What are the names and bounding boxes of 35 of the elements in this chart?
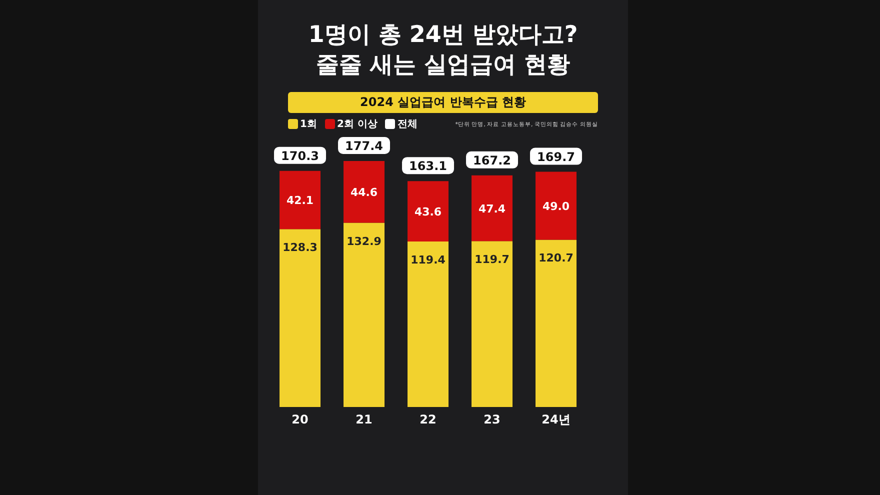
legend-label: 1회 [300, 118, 317, 131]
total-label: 177.4 [345, 139, 384, 153]
bar [536, 240, 577, 407]
bar [344, 222, 385, 407]
bar [344, 161, 385, 223]
data-label: 49.0 [542, 200, 570, 213]
bar [536, 172, 577, 240]
data-label: 119.4 [410, 254, 446, 267]
data-label: 120.7 [538, 252, 574, 265]
total-label: 167.2 [473, 153, 512, 168]
bar [472, 175, 513, 242]
x-tick-label: 21 [356, 412, 372, 427]
data-label: 119.7 [474, 253, 510, 266]
total-label: 170.3 [281, 148, 320, 163]
chart-title: 1명이 총 24번 받았다고? 줄줄 새는 실업급여 현황 [307, 21, 579, 80]
x-tick-label: 22 [420, 412, 436, 427]
data-label: 43.6 [414, 205, 442, 218]
bar [280, 229, 321, 407]
bar [408, 242, 449, 407]
total-label: 169.7 [537, 150, 576, 164]
total-label: 163.1 [409, 159, 448, 174]
legend-label: 전체 [397, 118, 418, 131]
data-label: 47.4 [478, 202, 506, 216]
x-tick-label: 23 [484, 412, 500, 427]
data-label: 44.6 [350, 186, 378, 199]
x-tick-label: 20 [292, 412, 308, 427]
data-label: 42.1 [286, 194, 314, 208]
chart-subtitle: 2024 실업급여 반복수급 현황 [288, 92, 598, 113]
bar [472, 241, 513, 407]
x-tick-label: 24년 [542, 412, 570, 427]
bar [280, 170, 321, 230]
legend-label: 2회 이상 [336, 118, 378, 131]
data-label: 128.3 [282, 241, 318, 254]
bar [408, 181, 449, 242]
data-label: 132.9 [346, 234, 382, 248]
